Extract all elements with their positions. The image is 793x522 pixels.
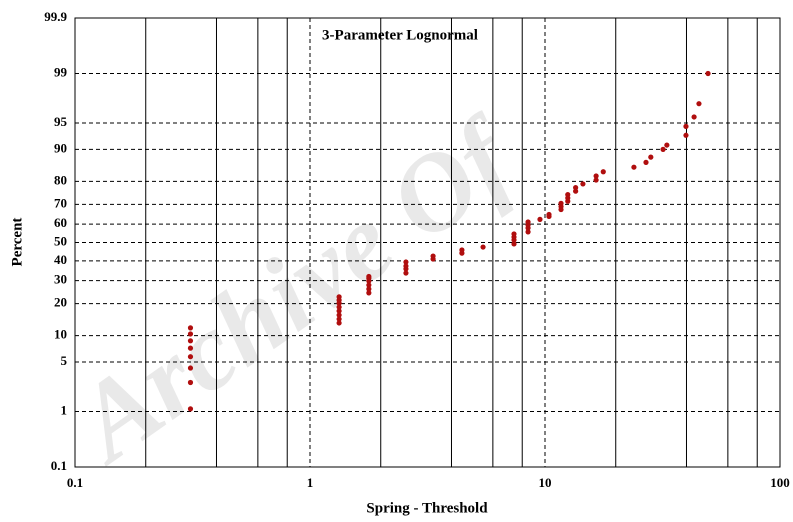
data-point — [187, 331, 194, 337]
data-point — [366, 282, 372, 288]
data-point — [558, 200, 564, 206]
data-point — [660, 146, 666, 152]
data-point — [403, 259, 409, 265]
y-tick-label: 40 — [54, 252, 67, 267]
data-point — [336, 304, 342, 310]
data-point — [683, 132, 689, 138]
y-tick-label: 99 — [54, 64, 68, 79]
data-point — [187, 379, 194, 386]
data-point — [511, 241, 517, 247]
data-point — [480, 244, 486, 250]
data-point — [187, 338, 194, 344]
data-point — [573, 188, 579, 194]
data-point — [511, 231, 517, 237]
data-point — [366, 273, 372, 280]
data-point — [580, 181, 586, 187]
data-point — [187, 345, 194, 351]
x-tick-label: 100 — [770, 475, 790, 490]
data-point — [600, 169, 606, 175]
y-tick-label: 50 — [54, 233, 67, 248]
data-point — [631, 164, 637, 170]
data-point — [696, 101, 702, 107]
watermark: Archive Of — [49, 92, 539, 486]
data-point — [691, 114, 697, 120]
data-point — [336, 312, 342, 318]
y-tick-label: 80 — [54, 172, 67, 187]
data-point — [648, 154, 654, 160]
data-point — [537, 216, 543, 222]
y-tick-label: 5 — [61, 353, 68, 368]
data-point — [187, 406, 194, 412]
y-tick-label: 90 — [54, 140, 67, 155]
x-tick-label: 1 — [307, 475, 314, 490]
data-point — [525, 219, 531, 225]
data-point — [187, 354, 194, 360]
x-tick-label: 10 — [539, 475, 552, 490]
data-point — [459, 247, 465, 253]
data-point — [546, 211, 552, 218]
x-tick-label: 0.1 — [67, 475, 83, 490]
y-tick-label: 99.9 — [44, 9, 67, 24]
data-point — [403, 263, 409, 269]
y-axis-label: Percent — [9, 218, 25, 267]
data-point — [430, 253, 436, 259]
data-point — [336, 308, 342, 314]
data-point — [525, 229, 531, 235]
data-point — [336, 320, 342, 326]
chart-title: 3-Parameter Lognormal — [322, 27, 478, 43]
y-tick-label: 70 — [54, 195, 67, 210]
data-point — [366, 290, 372, 296]
data-point — [664, 142, 670, 148]
data-point — [573, 185, 579, 191]
data-point — [683, 123, 689, 129]
x-axis-label: Spring - Threshold — [366, 500, 488, 516]
data-point — [705, 70, 711, 77]
plot-border — [74, 17, 781, 468]
data-point — [403, 270, 409, 276]
data-point — [336, 316, 342, 322]
y-tick-label: 10 — [54, 327, 67, 342]
data-point — [643, 159, 649, 165]
data-point — [565, 192, 571, 198]
y-tick-label: 1 — [61, 402, 68, 417]
data-point — [593, 173, 599, 179]
data-point — [336, 294, 342, 300]
data-point — [187, 365, 194, 371]
y-tick-label: 95 — [54, 114, 68, 129]
y-tick-label: 30 — [54, 272, 67, 287]
y-tick-label: 20 — [54, 295, 67, 310]
y-tick-label: 60 — [54, 215, 67, 230]
data-point — [187, 325, 194, 331]
data-point — [366, 286, 372, 292]
data-point — [593, 177, 599, 183]
y-tick-label: 0.1 — [51, 458, 67, 473]
